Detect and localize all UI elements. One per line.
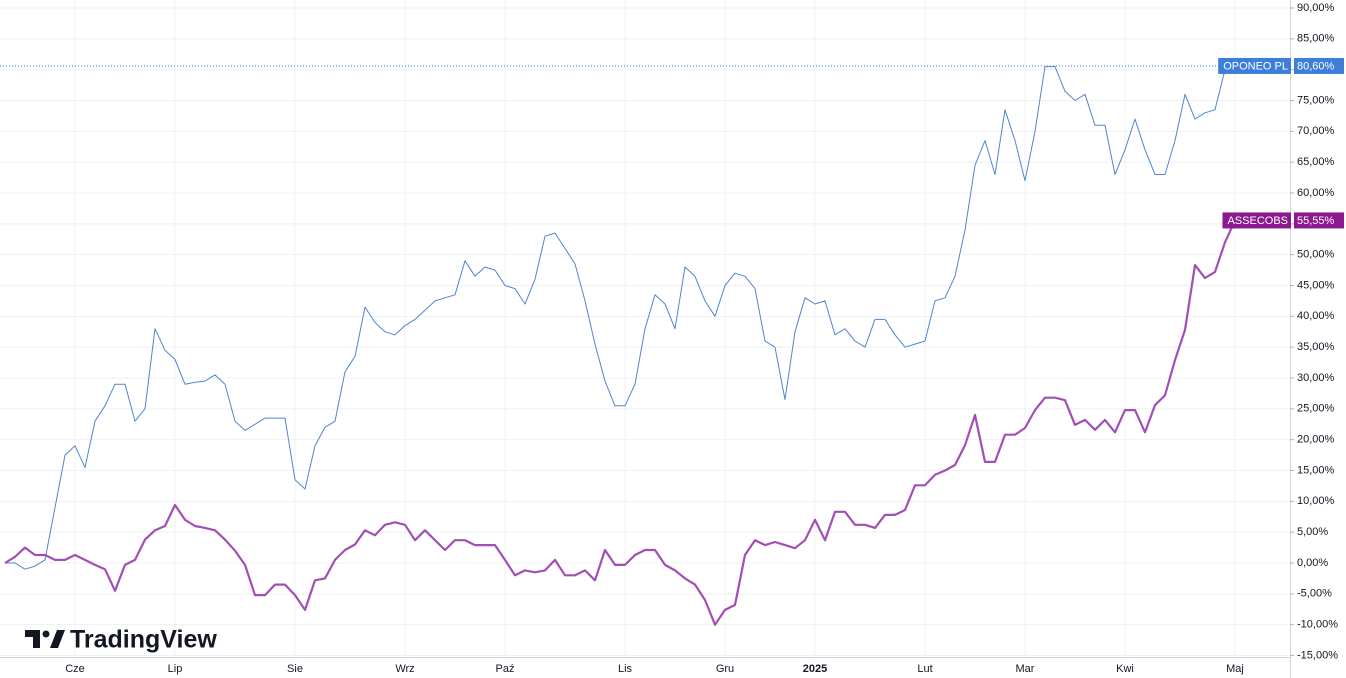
y-tick-label: 0,00% [1297,557,1328,569]
y-tick-label: 30,00% [1297,372,1335,384]
value-box [1294,212,1344,229]
value-box [1294,57,1344,74]
x-tick-label: Wrz [395,663,414,675]
y-tick-label: 35,00% [1297,341,1335,353]
x-tick-label: Mar [1016,663,1035,675]
x-tick-label: Kwi [1116,663,1134,675]
logo-mark [50,630,65,648]
name-box [1218,57,1291,74]
logo-mark [42,630,50,638]
x-tick-label: Lis [618,663,633,675]
series-line [5,65,1236,570]
price-badge: ASSECOBS 55,55% [1222,212,1344,229]
x-tick-label: Cze [65,663,85,675]
price-badge: OPONEO PL 80,60% [1218,57,1344,74]
y-tick-label: 85,00% [1297,33,1335,45]
lines [0,65,1290,626]
x-tick-label: Lip [168,663,183,675]
y-tick-label: 20,00% [1297,434,1335,446]
name-box [1222,212,1291,229]
y-tick-label: 10,00% [1297,495,1335,507]
value-label: 80,60% [1297,60,1335,72]
x-tick-label: Gru [716,663,734,675]
x-tick-label: 2025 [803,663,827,675]
y-tick-label: -5,00% [1297,588,1332,600]
y-tick-label: 90,00% [1297,2,1335,14]
y-tick-label: -15,00% [1297,649,1338,661]
y-tick-label: 50,00% [1297,249,1335,261]
y-tick-label: 5,00% [1297,526,1328,538]
y-tick-label: 60,00% [1297,187,1335,199]
x-tick-label: Lut [917,663,932,675]
y-tick-label: 25,00% [1297,403,1335,415]
x-tick-label: Maj [1226,663,1244,675]
y-tick-label: 70,00% [1297,125,1335,137]
series-name: OPONEO PL [1223,60,1288,72]
watermark: TradingView [25,626,217,654]
series-name: ASSECOBS [1227,215,1288,227]
logo-mark [25,630,40,648]
series-line [4,219,1237,626]
y-tick-label: 45,00% [1297,279,1335,291]
x-tick-label: Paź [496,663,515,675]
axes: 90,00%85,00%80,00%75,00%70,00%65,00%60,0… [65,2,1344,675]
watermark-text: TradingView [70,626,217,654]
y-tick-label: 75,00% [1297,94,1335,106]
y-tick-label: 65,00% [1297,156,1335,168]
grid [0,0,1290,657]
y-tick-label: 40,00% [1297,310,1335,322]
value-label: 55,55% [1297,215,1335,227]
x-tick-label: Sie [287,663,303,675]
y-tick-label: -10,00% [1297,619,1338,631]
y-tick-label: 15,00% [1297,464,1335,476]
